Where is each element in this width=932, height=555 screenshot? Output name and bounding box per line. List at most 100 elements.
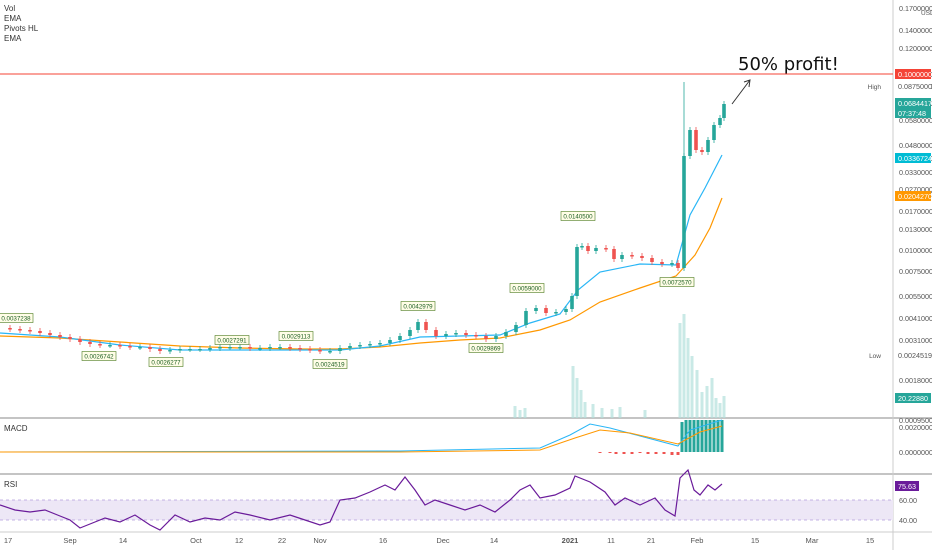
volume-bar-1 <box>575 378 579 418</box>
rsi-label: RSI <box>4 480 17 489</box>
marker-text-1: 0.1000000 <box>898 70 932 79</box>
candle-body-46 <box>454 333 458 335</box>
price-tick-20: 0.0009500 <box>899 416 932 425</box>
candle-body-11 <box>108 345 112 347</box>
pivot-label-9: 0.0140500 <box>563 214 593 221</box>
candle-body-75 <box>700 150 704 152</box>
candle-body-12 <box>118 345 122 347</box>
candle-body-42 <box>416 322 420 330</box>
candle-body-65 <box>620 255 624 259</box>
price-tick-14: 0.0100000 <box>899 246 932 255</box>
candle-body-38 <box>378 343 382 345</box>
candle-body-52 <box>514 325 518 332</box>
volume-bar-21 <box>518 410 522 418</box>
candle-body-45 <box>444 334 448 336</box>
pivot-label-0: 0.0037238 <box>1 316 31 323</box>
rsi-value-box <box>895 481 919 491</box>
marker-text-3: 07:37:48 <box>898 109 926 118</box>
candle-body-43 <box>424 322 428 330</box>
candle-body-51 <box>504 332 508 336</box>
pivot-label-2: 0.0026277 <box>151 360 181 367</box>
pivot-label-box-0 <box>0 313 34 323</box>
x-tick-5: 22 <box>278 536 286 545</box>
candle-body-56 <box>554 312 558 314</box>
x-tick-2: 14 <box>119 536 127 545</box>
macd-hist-bar-19 <box>654 452 658 454</box>
candle-body-68 <box>650 258 654 262</box>
price-tick-13: 0.0130000 <box>899 225 932 234</box>
macd-hist-bar-1 <box>680 422 684 452</box>
candle-body-32 <box>318 350 322 352</box>
pivot-label-box-3 <box>214 335 250 345</box>
rsi-band <box>0 500 893 520</box>
x-tick-8: Dec <box>436 536 450 545</box>
macd-hist-bar-4 <box>692 420 696 452</box>
marker-box-4 <box>895 153 931 163</box>
volume-bar-15 <box>705 386 709 418</box>
macd-hist-bar-3 <box>688 420 692 452</box>
price-tick-6: 0.0580000 <box>899 116 932 125</box>
candle-body-47 <box>464 333 468 335</box>
candle-body-60 <box>580 246 584 248</box>
candle-body-25 <box>248 347 252 349</box>
candle-body-26 <box>258 348 262 350</box>
legend-ema-2: EMA <box>4 34 22 43</box>
macd-hist-bar-5 <box>696 420 700 452</box>
candle-body-58 <box>570 296 574 309</box>
currency-label: USDT <box>921 10 932 17</box>
candle-body-50 <box>494 336 498 339</box>
pivot-label-box-2 <box>148 357 184 367</box>
candle-body-76 <box>706 140 710 152</box>
legend-pivots: Pivots HL <box>4 24 39 33</box>
rsi-line <box>0 468 723 531</box>
candle-body-49 <box>484 336 488 339</box>
candle-body-21 <box>208 348 212 350</box>
x-tick-16: 15 <box>866 536 874 545</box>
candle-body-5 <box>48 333 52 335</box>
volume-bar-11 <box>686 338 690 418</box>
candle-body-61 <box>586 246 590 251</box>
pivot-label-8: 0.0059000 <box>512 286 542 293</box>
x-tick-14: 15 <box>751 536 759 545</box>
macd-label: MACD <box>4 424 28 433</box>
candle-body-62 <box>594 248 598 251</box>
candle-body-63 <box>604 248 608 250</box>
volume-bar-19 <box>722 396 726 418</box>
candle-body-40 <box>398 336 402 340</box>
marker-text-2: 0.0684417 <box>898 99 932 108</box>
annotation-arrow <box>731 79 751 105</box>
pivot-label-box-8 <box>509 283 545 293</box>
volume-bar-14 <box>700 392 704 418</box>
candle-body-24 <box>238 347 242 349</box>
pivot-label-box-4 <box>278 331 314 341</box>
x-tick-15: Mar <box>806 536 819 545</box>
marker-text-6: 0.0024519 <box>898 351 932 360</box>
macd-hist-bar-16 <box>630 452 634 454</box>
volume-bar-7 <box>618 407 622 418</box>
candle-body-27 <box>268 347 272 349</box>
marker-box-5 <box>895 191 931 201</box>
macd-hist-bar-17 <box>638 452 642 453</box>
ema-slow-line <box>0 197 723 350</box>
x-tick-4: 12 <box>235 536 243 545</box>
price-tick-16: 0.0055000 <box>899 292 932 301</box>
rsi-value: 75.63 <box>898 482 916 491</box>
macd-hist-bar-20 <box>662 452 666 454</box>
macd-hist-bar-15 <box>622 452 626 454</box>
volume-bar-22 <box>523 408 527 418</box>
x-tick-12: 21 <box>647 536 655 545</box>
marker-text-5: 0.0204270 <box>898 192 932 201</box>
macd-hist-bar-11 <box>720 420 724 452</box>
price-tick-12: 0.0170000 <box>899 207 932 216</box>
candle-body-9 <box>88 342 92 344</box>
macd-hist-bar-12 <box>598 452 602 453</box>
marker-box-3 <box>895 108 931 118</box>
marker-box-0 <box>895 81 931 91</box>
candle-body-16 <box>158 349 162 351</box>
volume-bar-9 <box>678 323 682 418</box>
macd-signal-line <box>0 425 723 453</box>
candle-body-14 <box>138 347 142 349</box>
candle-body-71 <box>676 263 680 268</box>
pivot-label-box-5 <box>312 359 348 369</box>
